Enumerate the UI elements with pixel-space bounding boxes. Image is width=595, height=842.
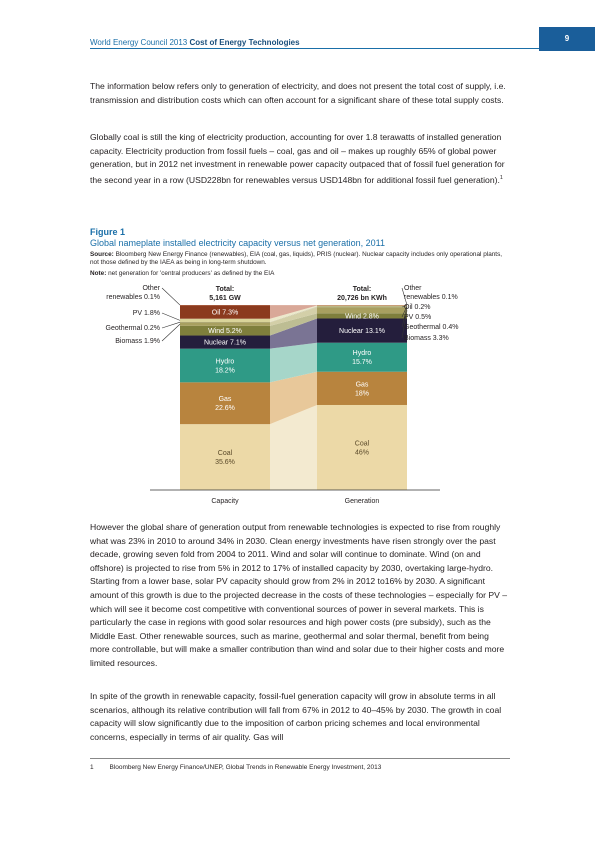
source-label: Source: bbox=[90, 251, 114, 258]
segment-label-gas-generation: 18% bbox=[355, 390, 369, 397]
segment-label-coal-capacity: 35.6% bbox=[215, 459, 235, 466]
left-leader-line bbox=[161, 323, 181, 342]
left-leader-line bbox=[161, 321, 181, 329]
capacity-generation-chart: Coal 35.6% Coal 46% Gas 22.6% Gas 18% Hydro 18.2%… bbox=[106, 285, 459, 505]
bar-segment-coal-generation bbox=[317, 404, 407, 490]
bar-segment-wind-capacity bbox=[180, 325, 270, 336]
bar-segment-pv-generation bbox=[317, 305, 407, 307]
footnote-text: Bloomberg New Energy Finance/UNEP, Globa… bbox=[109, 764, 382, 771]
segment-label-gas-generation: Gas bbox=[356, 381, 369, 388]
header-title: Cost of Energy Technologies bbox=[189, 38, 300, 47]
footnote-rule bbox=[90, 758, 510, 759]
segment-label-wind-generation: Wind 2.8% bbox=[345, 313, 379, 320]
right-leader-line bbox=[401, 287, 408, 306]
left-callout-other-renewables-line2: renewables 0.1% bbox=[106, 294, 160, 301]
right-callout-oil: Oil 0.2% bbox=[404, 304, 430, 311]
bar-segment-gas-generation bbox=[317, 371, 407, 405]
paragraph-2: Globally coal is still the king of elect… bbox=[90, 131, 510, 187]
segment-label-hydro-capacity: Hydro bbox=[216, 358, 235, 365]
bar-segment-nuclear-generation bbox=[317, 318, 407, 343]
bar-segment-wind-generation bbox=[317, 313, 407, 319]
link-band-geothermal bbox=[270, 306, 317, 323]
link-band-oil bbox=[270, 305, 317, 319]
right-leader-line bbox=[401, 305, 408, 308]
figure-title: Global nameplate installed electricity c… bbox=[90, 238, 386, 248]
total-value-generation: 20,726 bn KWh bbox=[337, 295, 387, 302]
category-label-capacity: Capacity bbox=[211, 498, 239, 505]
header-rule bbox=[90, 48, 539, 49]
paragraph-2-text: Globally coal is still the king of elect… bbox=[90, 132, 505, 185]
figure-source: Source: Bloomberg New Energy Finance (re… bbox=[90, 251, 510, 268]
category-label-generation: Generation bbox=[345, 498, 380, 505]
link-band-pv bbox=[270, 305, 317, 323]
total-label-generation: Total: bbox=[353, 286, 372, 293]
segment-label-hydro-generation: 15.7% bbox=[352, 359, 372, 366]
total-label-capacity: Total: bbox=[216, 286, 235, 293]
right-callout-other-renewables: Other bbox=[404, 285, 422, 292]
page-number: 9 bbox=[539, 27, 595, 51]
right-callout-biomass: Biomass 3.3% bbox=[404, 335, 449, 342]
header-org: World Energy Council 2013 bbox=[90, 38, 188, 47]
source-text: Bloomberg New Energy Finance (renewables… bbox=[90, 251, 503, 267]
segment-label-gas-capacity: 22.6% bbox=[215, 405, 235, 412]
bar-segment-hydro-generation bbox=[317, 342, 407, 372]
left-leader-line bbox=[161, 287, 181, 306]
link-band-gas bbox=[270, 371, 317, 425]
link-band-wind bbox=[270, 313, 317, 336]
link-band-nuclear bbox=[270, 318, 317, 349]
paragraph-4: In spite of the growth in renewable capa… bbox=[90, 691, 502, 742]
note-label: Note: bbox=[90, 270, 107, 277]
segment-label-coal-capacity: Coal bbox=[218, 450, 233, 457]
right-leader-line bbox=[401, 306, 408, 328]
left-callout-biomass: Biomass 1.9% bbox=[115, 338, 160, 345]
footnote-number: 1 bbox=[90, 764, 94, 771]
left-leader-line bbox=[161, 312, 181, 321]
right-callout-pv: PV 0.5% bbox=[404, 314, 431, 321]
right-callout-geothermal: Geothermal 0.4% bbox=[404, 324, 458, 331]
total-value-capacity: 5,161 GW bbox=[209, 295, 241, 302]
segment-label-oil-capacity: Oil 7.3% bbox=[212, 309, 238, 316]
segment-label-coal-generation: 46% bbox=[355, 449, 369, 456]
segment-label-gas-capacity: Gas bbox=[219, 396, 232, 403]
paragraph-3: However the global share of generation o… bbox=[90, 522, 508, 668]
bar-segment-pv-capacity bbox=[180, 318, 270, 323]
link-band-coal bbox=[270, 404, 317, 490]
segment-label-coal-generation: Coal bbox=[355, 440, 370, 447]
segment-label-hydro-generation: Hydro bbox=[353, 350, 372, 357]
segment-label-hydro-capacity: 18.2% bbox=[215, 367, 235, 374]
figure-note: Note: net generation for 'central produc… bbox=[90, 270, 274, 277]
bar-segment-biomass-generation bbox=[317, 307, 407, 314]
paragraph-1: The information below refers only to gen… bbox=[90, 81, 506, 105]
right-leader-line bbox=[401, 305, 408, 318]
left-callout-pv: PV 1.8% bbox=[133, 310, 160, 317]
bar-segment-oil-capacity bbox=[180, 305, 270, 319]
left-callout-geothermal: Geothermal 0.2% bbox=[106, 325, 160, 332]
bar-segment-geothermal-generation bbox=[317, 306, 407, 308]
segment-label-wind-capacity: Wind 5.2% bbox=[208, 328, 242, 335]
footnote: 1 Bloomberg New Energy Finance/UNEP, Glo… bbox=[90, 764, 381, 771]
running-header: World Energy Council 2013 Cost of Energy… bbox=[90, 38, 300, 47]
left-callout-other-renewables: Other bbox=[142, 285, 160, 292]
bar-segment-biomass-capacity bbox=[180, 322, 270, 326]
bar-segment-coal-capacity bbox=[180, 424, 270, 490]
segment-label-nuclear-capacity: Nuclear 7.1% bbox=[204, 340, 246, 347]
figure-label: Figure 1 bbox=[90, 227, 126, 237]
right-leader-line bbox=[401, 310, 408, 339]
right-callout-other-renewables-line2: renewables 0.1% bbox=[404, 294, 458, 301]
footnote-marker: 1 bbox=[499, 174, 503, 181]
bar-segment-nuclear-capacity bbox=[180, 335, 270, 349]
bar-segment-hydro-capacity bbox=[180, 348, 270, 383]
link-band-biomass bbox=[270, 307, 317, 326]
segment-label-nuclear-generation: Nuclear 13.1% bbox=[339, 328, 385, 335]
link-band-hydro bbox=[270, 342, 317, 383]
note-text: net generation for 'central producers' a… bbox=[108, 270, 275, 277]
bar-segment-gas-capacity bbox=[180, 382, 270, 425]
